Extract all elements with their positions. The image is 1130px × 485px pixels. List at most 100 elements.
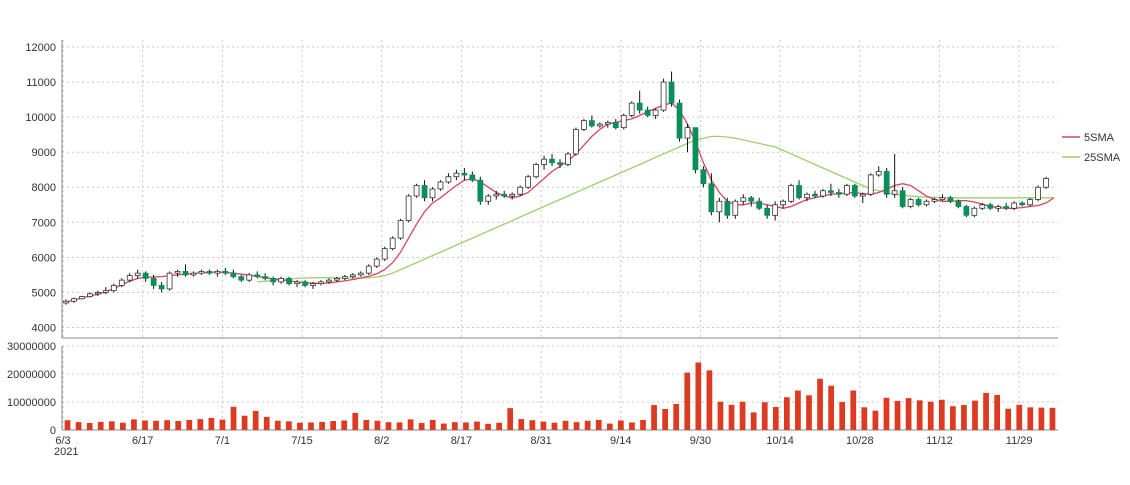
candle-body — [206, 270, 213, 274]
candle-body — [413, 185, 420, 197]
candle — [604, 120, 611, 128]
candle-body — [931, 199, 938, 202]
candle — [453, 169, 460, 181]
candle — [397, 218, 404, 240]
volume-bar — [584, 420, 591, 430]
candle — [915, 197, 922, 207]
candle-body — [142, 272, 149, 279]
volume-bar — [872, 410, 879, 430]
candle — [493, 190, 500, 200]
candle-body — [501, 193, 508, 197]
volume-bar — [595, 419, 602, 430]
candle-body — [557, 162, 563, 165]
candle — [357, 271, 364, 277]
candle — [756, 197, 763, 211]
candle — [939, 194, 946, 202]
candle-body — [182, 270, 189, 276]
volume-bar — [164, 420, 171, 430]
candle — [445, 173, 452, 184]
volume-tick-label: 30000000 — [7, 341, 56, 353]
candle-body — [549, 158, 555, 164]
volume-bar — [562, 420, 569, 430]
candle — [485, 194, 492, 205]
volume-bar — [529, 420, 536, 430]
candle — [501, 190, 508, 198]
volume-bar — [750, 412, 757, 430]
candle-body — [461, 172, 468, 176]
candle — [166, 271, 173, 291]
price-tick-label: 4000 — [32, 322, 56, 334]
volume-bar — [629, 422, 635, 430]
candle-body — [381, 248, 388, 260]
candle — [891, 153, 898, 198]
candle-body — [310, 283, 316, 286]
candle — [389, 236, 396, 251]
volume-bar — [894, 400, 901, 430]
candle — [1011, 201, 1018, 211]
candle-body — [644, 109, 651, 116]
volume-layer — [64, 362, 1056, 430]
volume-bar — [86, 423, 93, 430]
grid-layer — [62, 40, 1058, 431]
volume-bar — [131, 419, 137, 430]
volume-bar — [640, 419, 646, 430]
candle-body — [286, 277, 292, 285]
candle — [549, 153, 555, 167]
candle — [334, 276, 340, 282]
candle — [859, 192, 866, 204]
candle — [660, 78, 667, 112]
candle-body — [94, 292, 101, 295]
x-tick-label: 8/17 — [451, 435, 472, 447]
candle-body — [79, 296, 85, 300]
candle — [947, 196, 954, 204]
x-tick-label: 10/14 — [766, 435, 794, 447]
volume-bar — [75, 422, 82, 430]
candle-body — [628, 102, 635, 116]
candle-body — [509, 193, 516, 197]
candle-body — [397, 220, 404, 239]
x-tick-label: 7/1 — [215, 435, 230, 447]
volume-bar — [429, 419, 436, 430]
candle-body — [110, 285, 117, 292]
volume-bar — [916, 400, 923, 430]
candle — [923, 199, 930, 207]
price-tick-label: 8000 — [32, 182, 56, 194]
candle — [254, 271, 261, 279]
candle — [365, 264, 372, 275]
candle — [134, 269, 141, 279]
price-tick-label: 12000 — [25, 42, 56, 54]
candle-body — [652, 109, 659, 116]
candle-body — [349, 274, 356, 278]
candle-body — [230, 272, 237, 278]
candle-body — [445, 176, 452, 183]
candle-body — [732, 200, 739, 216]
volume-bar — [828, 385, 835, 430]
volume-bar — [418, 423, 425, 430]
volume-bar — [861, 407, 868, 430]
candle-body — [565, 153, 571, 165]
candle-body — [899, 190, 906, 207]
candle — [804, 192, 810, 202]
candle-body — [636, 102, 643, 111]
candle — [788, 183, 794, 204]
candle — [652, 108, 659, 119]
candle — [246, 273, 253, 282]
candle-body — [668, 81, 675, 104]
candle-body — [764, 207, 771, 216]
candle-body — [684, 127, 691, 139]
candle — [405, 194, 412, 223]
candle-body — [987, 204, 994, 209]
volume-bar — [518, 419, 525, 430]
candle — [676, 99, 683, 142]
candle-body — [851, 185, 858, 197]
candle-body — [63, 300, 69, 304]
candle-body — [820, 190, 826, 197]
candle — [700, 166, 707, 188]
candle — [525, 174, 531, 189]
candle — [708, 173, 715, 216]
candle-body — [867, 174, 874, 195]
candle-body — [357, 272, 364, 276]
candle — [71, 297, 77, 303]
candle-body — [915, 199, 922, 206]
